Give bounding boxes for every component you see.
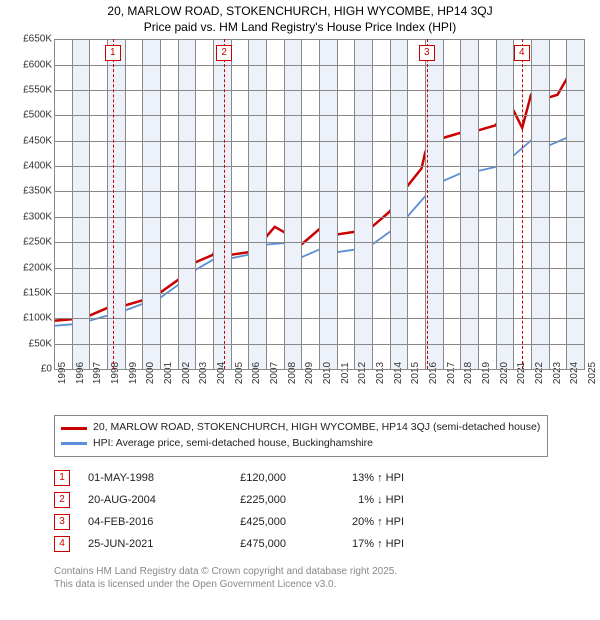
chart-marker: 3 [419, 45, 435, 61]
event-row: 2 20-AUG-2004 £225,000 1% ↓ HPI [54, 489, 600, 511]
y-tick-label: £300K [12, 211, 52, 222]
x-tick-label: 2012 [357, 362, 368, 384]
y-tick-label: £550K [12, 84, 52, 95]
legend: 20, MARLOW ROAD, STOKENCHURCH, HIGH WYCO… [54, 415, 548, 457]
footer-line1: Contains HM Land Registry data © Crown c… [54, 565, 600, 578]
event-price: £425,000 [206, 516, 286, 528]
chart-marker: 4 [514, 45, 530, 61]
x-tick-label: 2011 [340, 362, 351, 384]
x-tick-label: 2002 [181, 362, 192, 384]
x-tick-label: 2008 [287, 362, 298, 384]
event-marker: 4 [54, 536, 70, 552]
x-tick-label: 2020 [499, 362, 510, 384]
x-tick-label: 2015 [410, 362, 421, 384]
event-date: 25-JUN-2021 [88, 538, 188, 550]
x-tick-label: 2016 [428, 362, 439, 384]
x-tick-label: 2013 [375, 362, 386, 384]
y-tick-label: £50K [12, 338, 52, 349]
x-tick-label: 2005 [234, 362, 245, 384]
x-tick-label: 2003 [198, 362, 209, 384]
x-tick-label: 2010 [322, 362, 333, 384]
events-table: 1 01-MAY-1998 £120,000 13% ↑ HPI 2 20-AUG-200… [54, 467, 600, 555]
legend-label-hpi: HPI: Average price, semi-detached house,… [93, 436, 373, 452]
event-date: 01-MAY-1998 [88, 472, 188, 484]
event-delta: 1% ↓ HPI [304, 494, 404, 506]
x-tick-label: 2017 [446, 362, 457, 384]
event-price: £475,000 [206, 538, 286, 550]
x-tick-label: 2004 [216, 362, 227, 384]
y-tick-label: £150K [12, 288, 52, 299]
footer-line2: This data is licensed under the Open Gov… [54, 578, 600, 591]
y-tick-label: £250K [12, 237, 52, 248]
x-tick-label: 1995 [57, 362, 68, 384]
y-tick-label: £600K [12, 59, 52, 70]
event-delta: 17% ↑ HPI [304, 538, 404, 550]
y-tick-label: £500K [12, 110, 52, 121]
event-price: £225,000 [206, 494, 286, 506]
event-row: 4 25-JUN-2021 £475,000 17% ↑ HPI [54, 533, 600, 555]
x-tick-label: 2019 [481, 362, 492, 384]
chart-title-line1: 20, MARLOW ROAD, STOKENCHURCH, HIGH WYCO… [0, 4, 600, 20]
x-tick-label: 2022 [534, 362, 545, 384]
x-tick-label: 2006 [251, 362, 262, 384]
legend-swatch-property [61, 427, 87, 430]
x-tick-label: 2018 [463, 362, 474, 384]
y-tick-label: £400K [12, 161, 52, 172]
chart-title-block: 20, MARLOW ROAD, STOKENCHURCH, HIGH WYCO… [0, 0, 600, 35]
event-date: 04-FEB-2016 [88, 516, 188, 528]
event-date: 20-AUG-2004 [88, 494, 188, 506]
x-tick-label: 1997 [92, 362, 103, 384]
event-delta: 20% ↑ HPI [304, 516, 404, 528]
event-delta: 13% ↑ HPI [304, 472, 404, 484]
x-tick-label: 1998 [110, 362, 121, 384]
x-tick-label: 2000 [145, 362, 156, 384]
x-tick-label: 1999 [128, 362, 139, 384]
event-row: 3 04-FEB-2016 £425,000 20% ↑ HPI [54, 511, 600, 533]
y-tick-label: £200K [12, 262, 52, 273]
event-marker: 2 [54, 492, 70, 508]
event-price: £120,000 [206, 472, 286, 484]
x-tick-label: 2024 [569, 362, 580, 384]
x-tick-label: 2025 [587, 362, 598, 384]
event-marker: 1 [54, 470, 70, 486]
event-row: 1 01-MAY-1998 £120,000 13% ↑ HPI [54, 467, 600, 489]
x-tick-label: 2001 [163, 362, 174, 384]
footer: Contains HM Land Registry data © Crown c… [54, 565, 600, 591]
event-marker: 3 [54, 514, 70, 530]
x-tick-label: 2023 [552, 362, 563, 384]
legend-swatch-hpi [61, 442, 87, 445]
legend-item-property: 20, MARLOW ROAD, STOKENCHURCH, HIGH WYCO… [61, 420, 541, 436]
y-tick-label: £100K [12, 313, 52, 324]
legend-label-property: 20, MARLOW ROAD, STOKENCHURCH, HIGH WYCO… [93, 420, 540, 436]
x-tick-label: 2007 [269, 362, 280, 384]
y-tick-label: £0 [12, 364, 52, 375]
chart-marker: 2 [216, 45, 232, 61]
legend-item-hpi: HPI: Average price, semi-detached house,… [61, 436, 541, 452]
y-tick-label: £450K [12, 135, 52, 146]
y-tick-label: £350K [12, 186, 52, 197]
x-tick-label: 2014 [393, 362, 404, 384]
y-tick-label: £650K [12, 34, 52, 45]
chart-area: 1995 1996 1997 1998 1999 2000 2001 2002 2003 2004… [10, 39, 590, 409]
x-tick-label: 1996 [75, 362, 86, 384]
chart-title-line2: Price paid vs. HM Land Registry's House … [0, 20, 600, 36]
x-tick-label: 2009 [304, 362, 315, 384]
chart-marker: 1 [105, 45, 121, 61]
